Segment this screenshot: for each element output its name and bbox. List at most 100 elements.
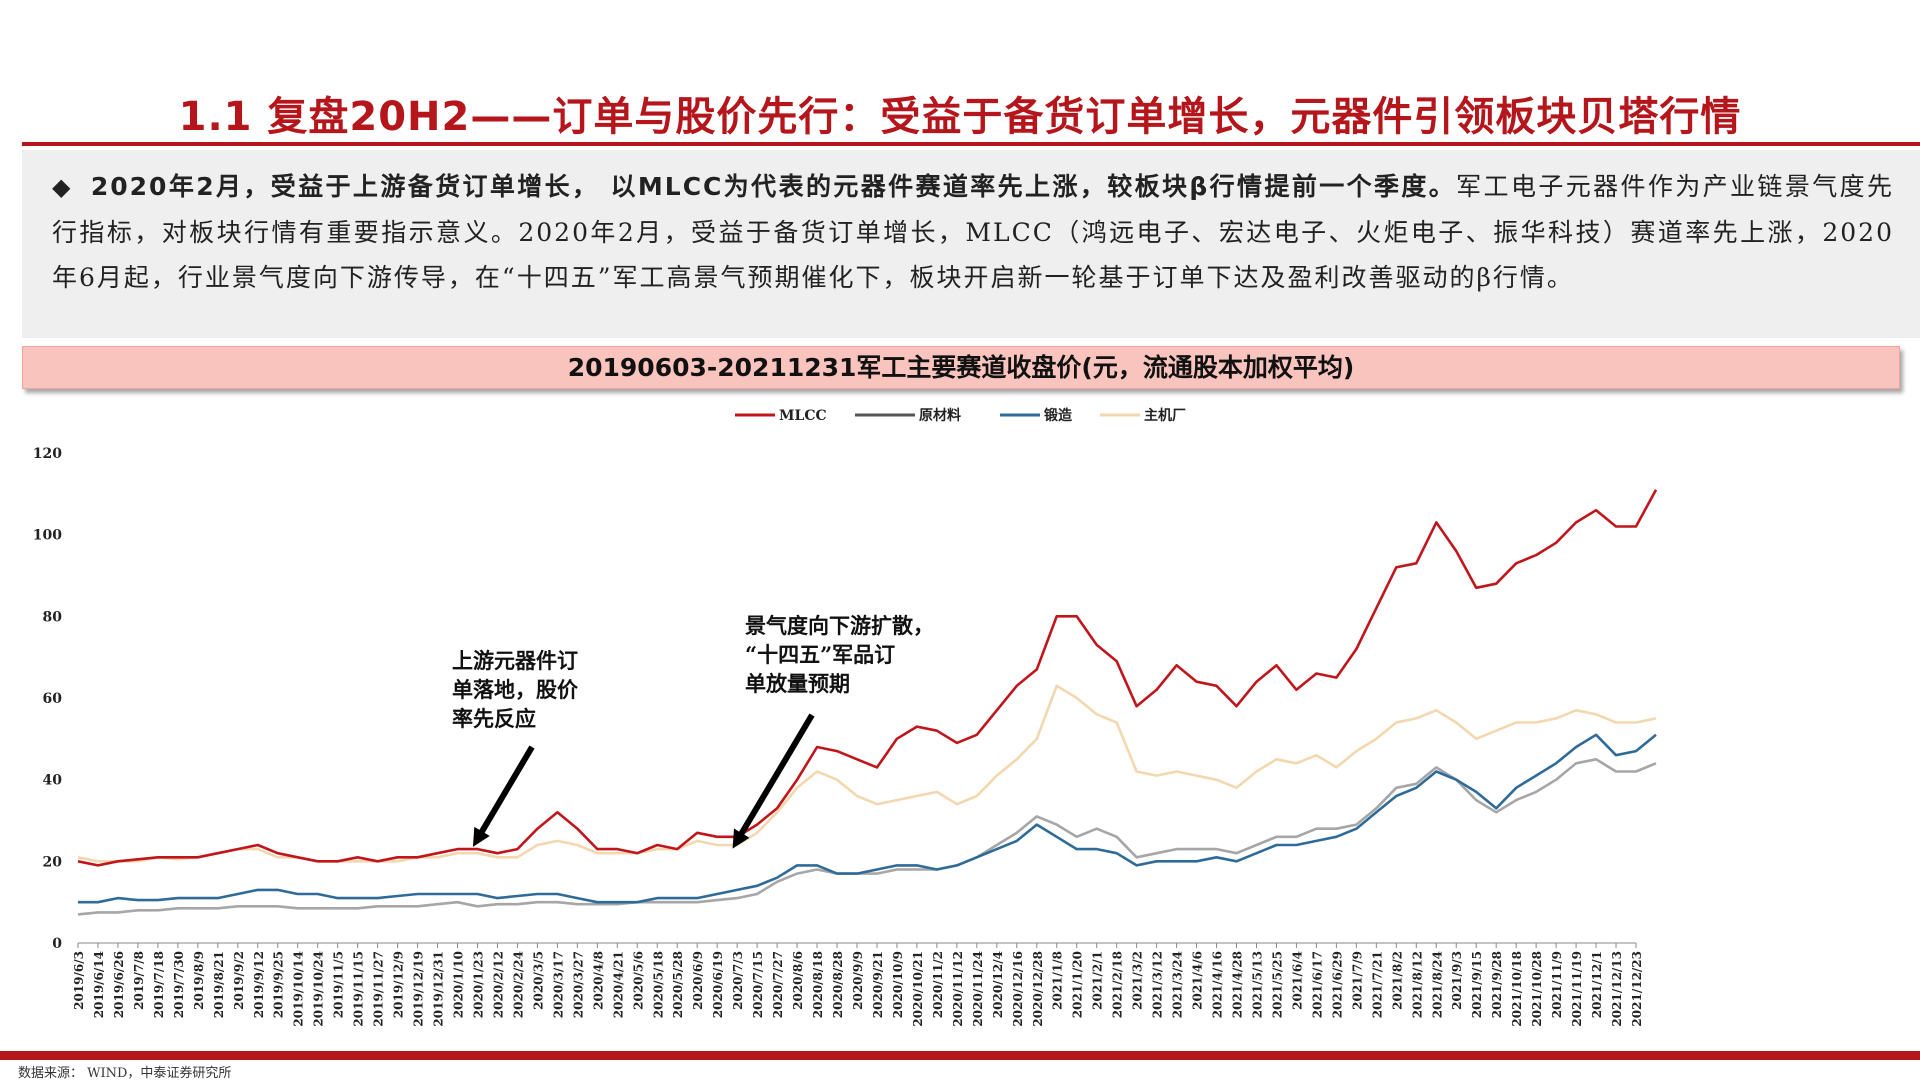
x-tick-label: 2020/7/15 — [751, 951, 765, 1018]
x-tick-label: 2019/10/14 — [292, 951, 306, 1027]
x-tick-label: 2019/6/26 — [112, 951, 126, 1018]
annotation-text: 单落地，股价 — [452, 677, 579, 702]
x-tick-label: 2020/4/8 — [591, 951, 605, 1010]
line-chart: 0 20 40 60 80 100 120 2019/6/3 2019/6/14 2019/6/2… — [33, 407, 1658, 1027]
series-line-3 — [78, 733, 1657, 904]
x-tick-label: 2020/2/24 — [511, 951, 525, 1018]
slide-title: 1.1 复盘20H2——订单与股价先行：受益于备货订单增长，元器件引领板块贝塔行… — [178, 94, 1742, 140]
x-tick-label: 2019/9/12 — [252, 951, 266, 1018]
summary-body: 军工电子元器件作为产业链景气度先行指标，对板块行情有重要指示意义。2020年2月… — [52, 172, 1894, 292]
annotation-text: 景气度向下游扩散， — [745, 613, 934, 638]
x-tick-label: 2019/11/27 — [372, 951, 386, 1027]
annotation-text: 单放量预期 — [745, 671, 850, 696]
x-tick-label: 2021/7/21 — [1370, 951, 1384, 1018]
x-tick-label: 2020/12/4 — [991, 951, 1005, 1018]
legend-label: 主机厂 — [1144, 407, 1186, 424]
legend-label: MLCC — [779, 408, 827, 424]
x-tick-label: 2021/10/18 — [1510, 951, 1524, 1027]
x-tick-label: 2020/4/21 — [611, 951, 625, 1018]
x-tick-label: 2021/10/28 — [1530, 951, 1544, 1027]
x-tick-label: 2021/11/9 — [1550, 951, 1564, 1018]
y-tick-label: 0 — [52, 936, 62, 952]
x-tick-label: 2020/2/12 — [491, 951, 505, 1018]
x-tick-label: 2021/2/1 — [1091, 951, 1105, 1010]
x-tick-label: 2019/8/9 — [192, 951, 206, 1010]
x-tick-label: 2019/8/21 — [212, 951, 226, 1018]
x-tick-label: 2019/6/14 — [92, 951, 106, 1018]
x-tick-label: 2021/3/24 — [1171, 951, 1185, 1018]
x-tick-label: 2020/1/10 — [452, 951, 466, 1018]
x-tick-label: 2021/5/25 — [1270, 951, 1284, 1018]
x-tick-label: 2020/11/2 — [931, 951, 945, 1018]
x-tick-label: 2021/2/18 — [1111, 951, 1125, 1018]
series-line-2 — [77, 757, 1657, 916]
x-tick-label: 2021/5/13 — [1250, 951, 1264, 1018]
x-tick-label: 2020/8/28 — [831, 951, 845, 1018]
x-tick-label: 2019/7/8 — [132, 951, 146, 1010]
summary-box: ◆ 2020年2月，受益于上游备货订单增长， 以MLCC为代表的元器件赛道率先上涨… — [22, 150, 1920, 338]
x-tick-label: 2019/7/30 — [172, 951, 186, 1018]
footer-divider — [0, 1051, 1920, 1060]
x-tick-label: 2020/9/9 — [851, 951, 865, 1010]
x-tick-label: 2020/8/6 — [791, 951, 805, 1010]
x-tick-label: 2021/8/12 — [1410, 951, 1424, 1018]
x-tick-label: 2020/11/24 — [971, 951, 985, 1027]
x-tick-label: 2020/9/21 — [871, 951, 885, 1018]
y-tick-label: 80 — [43, 609, 63, 625]
x-tick-label: 2019/11/5 — [332, 951, 346, 1018]
x-tick-label: 2021/9/3 — [1450, 951, 1464, 1010]
y-tick-label: 100 — [33, 528, 62, 544]
x-tick-label: 2021/12/13 — [1610, 951, 1624, 1027]
chart-title: 20190603-20211231军工主要赛道收盘价(元，流通股本加权平均) — [567, 353, 1355, 382]
x-tick-label: 2020/3/17 — [551, 951, 565, 1018]
annotation-arrow — [472, 745, 535, 847]
x-tick-label: 2021/3/2 — [1131, 951, 1145, 1010]
legend-label: 锻造 — [1044, 407, 1072, 424]
x-tick-label: 2020/3/27 — [571, 951, 585, 1018]
summary-lead: 2020年2月，受益于上游备货订单增长， 以MLCC为代表的元器件赛道率先上涨，… — [90, 172, 1457, 201]
x-tick-label: 2019/12/9 — [392, 951, 406, 1018]
x-tick-label: 2019/9/25 — [272, 951, 286, 1018]
x-tick-label: 2021/3/12 — [1151, 951, 1165, 1018]
x-tick-label: 2021/12/1 — [1590, 951, 1604, 1018]
x-tick-label: 2020/6/9 — [691, 951, 705, 1010]
chart-header: 20190603-20211231军工主要赛道收盘价(元，流通股本加权平均) — [22, 346, 1900, 389]
x-tick-label: 2021/7/9 — [1350, 951, 1364, 1010]
x-tick-label: 2019/6/3 — [72, 951, 86, 1010]
x-tick-label: 2021/6/29 — [1330, 951, 1344, 1018]
x-tick-label: 2021/6/4 — [1290, 951, 1304, 1010]
x-tick-label: 2019/7/18 — [152, 951, 166, 1018]
x-tick-label: 2021/1/20 — [1071, 951, 1085, 1018]
x-tick-label: 2021/9/15 — [1470, 951, 1484, 1018]
x-tick-label: 2020/8/18 — [811, 951, 825, 1018]
x-tick-label: 2020/12/28 — [1031, 951, 1045, 1027]
annotation-text: 率先反应 — [452, 706, 536, 731]
x-tick-label: 2020/10/21 — [911, 951, 925, 1027]
x-tick-label: 2021/4/28 — [1231, 951, 1245, 1018]
x-tick-label: 2021/8/2 — [1390, 951, 1404, 1010]
x-tick-label: 2019/9/2 — [232, 951, 246, 1010]
x-tick-label: 2021/4/16 — [1211, 951, 1225, 1018]
x-tick-label: 2020/12/16 — [1011, 951, 1025, 1027]
x-tick-label: 2020/7/3 — [731, 951, 745, 1010]
annotation-text: “十四五”军品订 — [745, 642, 895, 667]
summary-text: ◆ 2020年2月，受益于上游备货订单增长， 以MLCC为代表的元器件赛道率先上涨… — [52, 164, 1894, 300]
y-tick-label: 40 — [43, 773, 63, 789]
y-tick-label: 60 — [43, 691, 63, 707]
legend-label: 原材料 — [919, 407, 961, 424]
title-divider — [22, 142, 1920, 146]
x-tick-label: 2021/11/19 — [1570, 951, 1584, 1027]
x-tick-label: 2020/1/23 — [471, 951, 485, 1018]
x-tick-label: 2019/11/15 — [352, 951, 366, 1027]
x-tick-label: 2021/12/23 — [1630, 951, 1644, 1027]
diamond-bullet-icon: ◆ — [52, 173, 73, 201]
x-tick-label: 2020/10/9 — [891, 951, 905, 1018]
x-tick-label: 2021/1/8 — [1051, 951, 1065, 1010]
annotation-arrow — [732, 713, 815, 849]
series-line-1 — [77, 489, 1658, 867]
x-tick-label: 2020/3/5 — [531, 951, 545, 1010]
x-tick-label: 2020/5/6 — [631, 951, 645, 1010]
y-tick-label: 20 — [43, 854, 63, 870]
x-tick-label: 2020/5/28 — [671, 951, 685, 1018]
data-source: 数据来源： WIND，中泰证券研究所 — [18, 1066, 232, 1081]
